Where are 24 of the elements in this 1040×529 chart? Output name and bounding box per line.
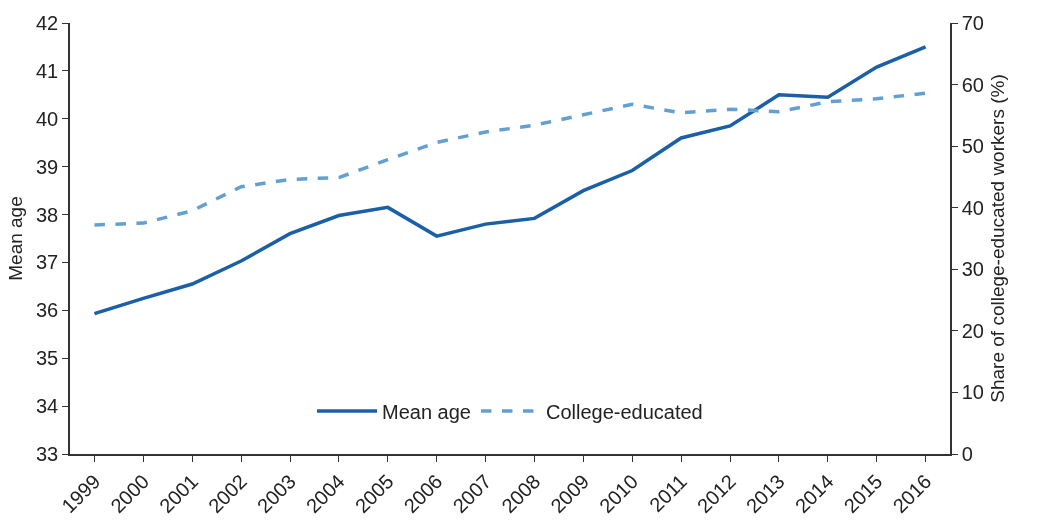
y-tick-label: 42	[36, 12, 59, 34]
y-tick-label: 38	[36, 203, 59, 226]
y2-tick-label: 30	[961, 258, 984, 281]
y2-tick-label: 20	[961, 319, 984, 342]
y-tick-label: 36	[36, 299, 59, 322]
line-series	[92, 45, 928, 316]
y-tick-label: 39	[36, 155, 59, 178]
y2-tick-label: 50	[961, 135, 984, 158]
y2-tick-label: 0	[961, 443, 973, 465]
legend-label: Mean age	[382, 400, 471, 423]
y-tick-label: 41	[36, 59, 59, 82]
y-tick-label: 35	[36, 347, 59, 370]
y2-tick-label: 70	[961, 12, 984, 34]
y2-axis-title: Share of college-educated workers (%)	[987, 74, 1009, 403]
y-axis-title: Mean age	[5, 196, 27, 281]
y-tick-label: 37	[36, 251, 59, 274]
y-tick-label: 33	[36, 443, 59, 465]
y-tick-label: 40	[36, 107, 59, 130]
y-tick-label: 34	[36, 395, 59, 418]
y2-tick-label: 10	[961, 381, 984, 404]
legend-label: College-educated	[545, 400, 703, 423]
y2-tick-label: 60	[961, 73, 984, 96]
y2-tick-label: 40	[961, 196, 984, 219]
line-series	[92, 91, 928, 227]
